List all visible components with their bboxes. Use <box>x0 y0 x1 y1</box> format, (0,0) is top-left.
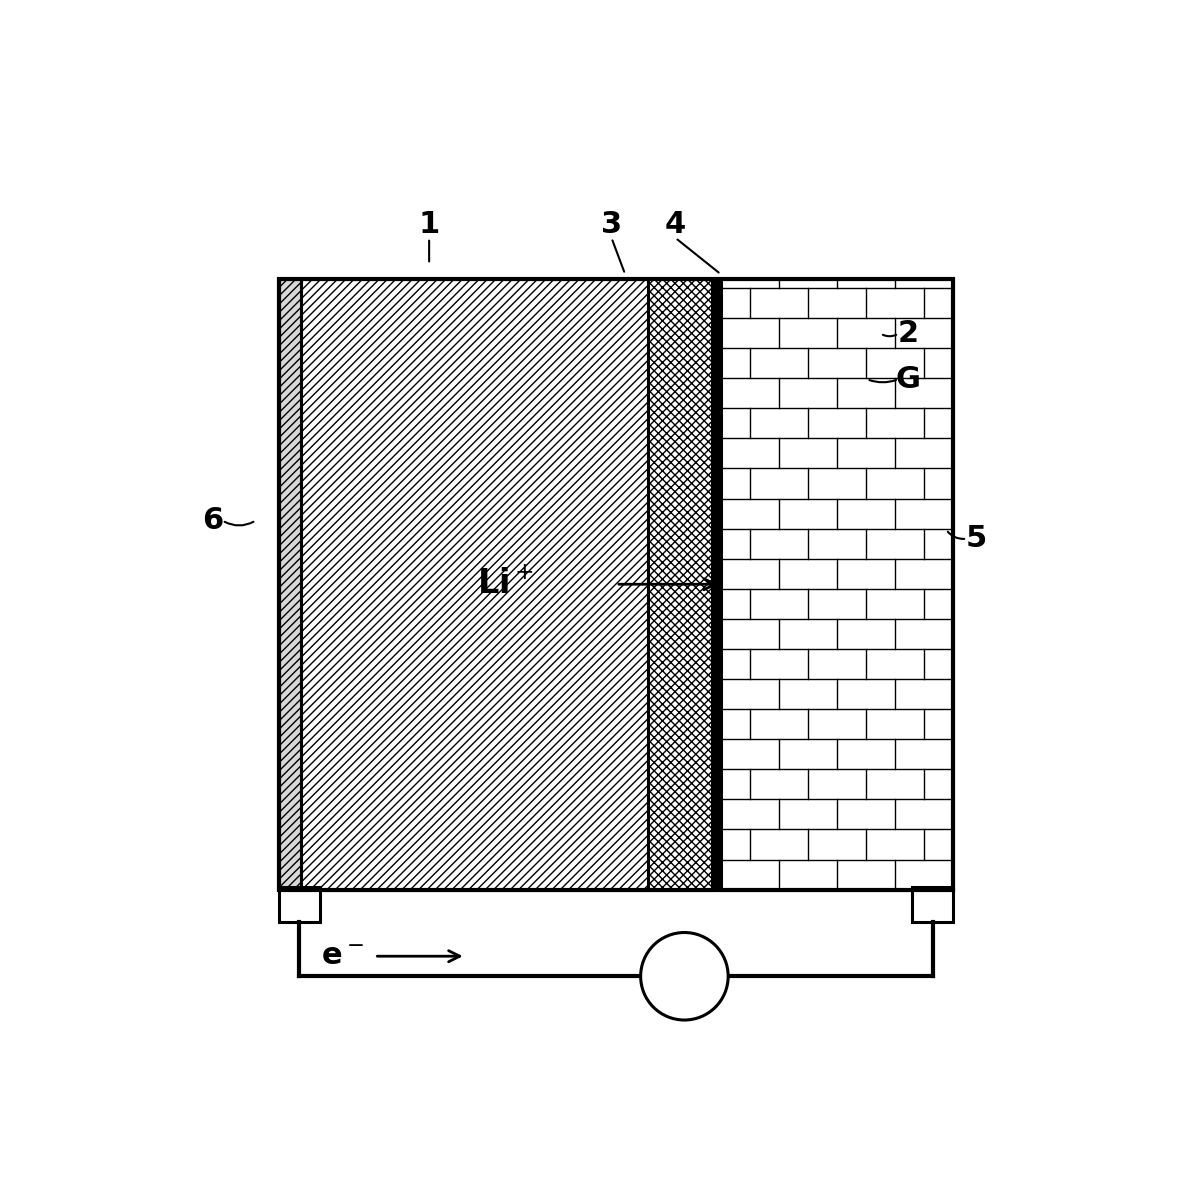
Bar <box>279 278 953 889</box>
Text: 4: 4 <box>665 210 686 239</box>
Bar <box>712 278 721 889</box>
Bar <box>648 278 712 889</box>
Text: 3: 3 <box>601 210 621 239</box>
Bar <box>279 887 320 921</box>
Bar <box>279 278 302 889</box>
Circle shape <box>641 933 728 1021</box>
Bar <box>302 278 648 889</box>
Bar <box>721 278 953 889</box>
Text: e$^-$: e$^-$ <box>321 941 364 971</box>
Text: Li$^+$: Li$^+$ <box>477 568 534 600</box>
Text: G: G <box>895 365 921 393</box>
Text: 2: 2 <box>897 318 918 348</box>
Text: 1: 1 <box>418 210 440 239</box>
Text: 5: 5 <box>965 525 987 553</box>
Text: 6: 6 <box>202 506 224 535</box>
Bar <box>912 887 953 921</box>
